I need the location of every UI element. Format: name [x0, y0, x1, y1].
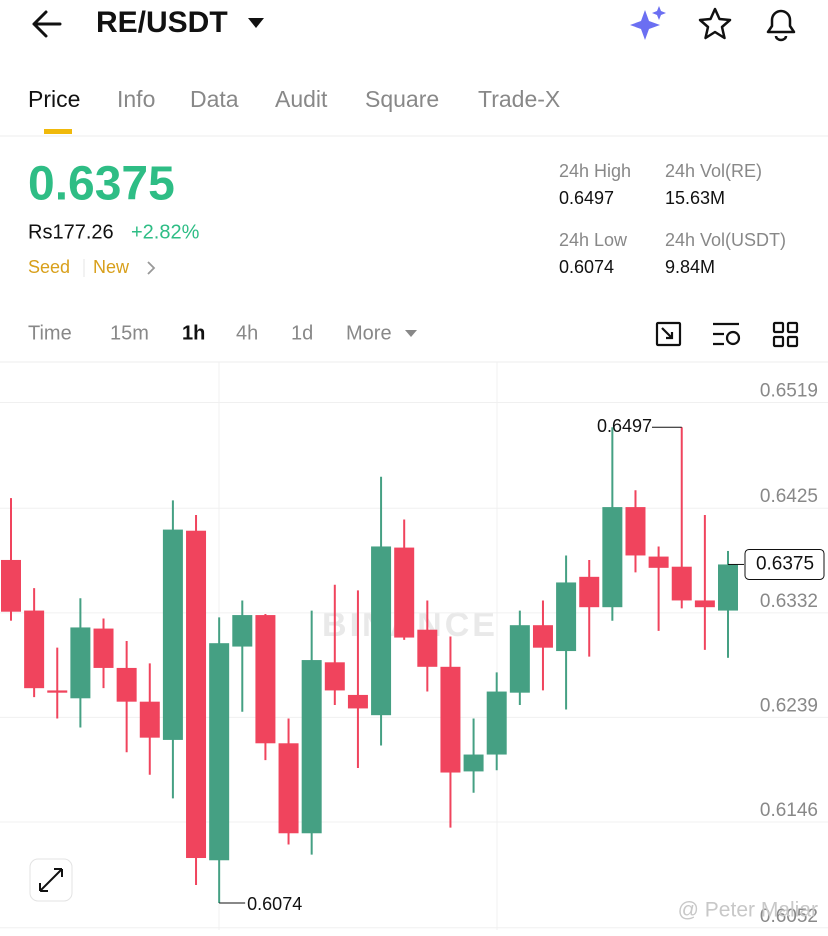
- interval[interactable]: 1h: [182, 322, 205, 344]
- high-label: 0.6497: [597, 416, 652, 436]
- candle-body: [139, 701, 160, 738]
- y-tick-label: 0.6146: [760, 800, 818, 821]
- tag[interactable]: Seed: [28, 257, 70, 277]
- stat-label: 24h Vol(RE): [665, 161, 762, 181]
- low-label: 0.6074: [247, 894, 302, 914]
- candle-body: [24, 610, 45, 689]
- interval[interactable]: 1d: [291, 322, 313, 344]
- candle-body: [347, 694, 368, 709]
- candle-body: [532, 625, 553, 648]
- favorite-star[interactable]: [698, 7, 732, 40]
- candle-body: [648, 556, 669, 568]
- candle-body: [463, 754, 484, 772]
- active-tab-underline: [44, 129, 72, 134]
- tab-bar: Price Info Data Audit Square Trade-X: [28, 86, 560, 112]
- stat-label: 24h Low: [559, 230, 628, 250]
- tab[interactable]: Info: [117, 86, 155, 112]
- candle-body: [394, 547, 415, 638]
- fullscreen-icon[interactable]: [655, 321, 682, 347]
- tab[interactable]: Audit: [275, 86, 328, 112]
- candle-body: [255, 615, 276, 744]
- y-tick-label: 0.6519: [760, 381, 818, 402]
- candle-body: [324, 662, 345, 691]
- stat-value: 9.84M: [665, 257, 715, 277]
- fiat-price: Rs177.26: [28, 221, 114, 243]
- y-tick-label: 0.6332: [760, 591, 818, 612]
- interval[interactable]: Time: [28, 322, 72, 344]
- candle-body: [625, 507, 646, 556]
- candle-body: [93, 628, 114, 668]
- more-dropdown[interactable]: [405, 330, 417, 337]
- candle-body: [417, 629, 438, 667]
- last-price-label: 0.6375: [756, 553, 814, 574]
- interval[interactable]: 4h: [236, 322, 258, 344]
- candle-body: [278, 743, 299, 834]
- stat-value: 0.6074: [559, 257, 614, 277]
- interval-bar: Time 15m 1h 4h 1d More: [28, 322, 392, 344]
- candle-body: [162, 529, 183, 740]
- candle-body: [70, 627, 91, 699]
- expand-button[interactable]: [29, 858, 73, 902]
- y-tick-label: 0.6052: [760, 906, 818, 927]
- stat-label: 24h High: [559, 161, 631, 181]
- back-button[interactable]: [32, 10, 62, 38]
- ai-icon[interactable]: [630, 6, 666, 40]
- last-price-box: [744, 548, 825, 580]
- tab[interactable]: Data: [190, 86, 239, 112]
- y-tick-label: 0.6239: [760, 695, 818, 716]
- candle-body: [602, 507, 623, 608]
- interval[interactable]: 15m: [110, 322, 149, 344]
- credit-watermark: @ Peter Maliar: [678, 899, 818, 922]
- candle-body: [1, 559, 21, 612]
- candle-body: [671, 566, 692, 601]
- candle-body: [186, 530, 207, 859]
- candle-body: [209, 643, 230, 861]
- tab[interactable]: Price: [28, 86, 80, 112]
- candle-body: [47, 690, 68, 693]
- tag-chevron: [147, 261, 156, 275]
- candle-body: [301, 660, 322, 834]
- price-change: +2.82%: [131, 221, 200, 243]
- pair-title[interactable]: RE/USDT: [96, 6, 228, 39]
- interval[interactable]: More: [346, 322, 392, 344]
- indicator-icon[interactable]: [713, 322, 741, 346]
- candle-body: [116, 667, 137, 702]
- candle-body: [486, 691, 507, 755]
- candle-body: [440, 666, 461, 773]
- stat-label: 24h Vol(USDT): [665, 230, 786, 250]
- candlestick-chart: BINANCE 0.60520.61460.62390.63320.64250.…: [0, 362, 828, 930]
- last-price: 0.6375: [28, 158, 175, 211]
- pair-dropdown[interactable]: [248, 18, 264, 28]
- candle-body: [579, 576, 600, 608]
- tab[interactable]: Square: [365, 86, 439, 112]
- layout-icon[interactable]: [772, 321, 799, 348]
- tab[interactable]: Trade-X: [478, 86, 560, 112]
- candle-body: [556, 582, 577, 652]
- bell-icon[interactable]: [766, 9, 796, 42]
- candle-body: [509, 625, 530, 693]
- y-tick-label: 0.6425: [760, 486, 818, 507]
- stat-value: 0.6497: [559, 188, 614, 208]
- stat-value: 15.63M: [665, 188, 725, 208]
- candle-body: [718, 564, 738, 611]
- candle-body: [694, 600, 715, 608]
- candle-body: [232, 615, 253, 647]
- candle-body: [371, 546, 392, 716]
- tag[interactable]: New: [93, 257, 130, 277]
